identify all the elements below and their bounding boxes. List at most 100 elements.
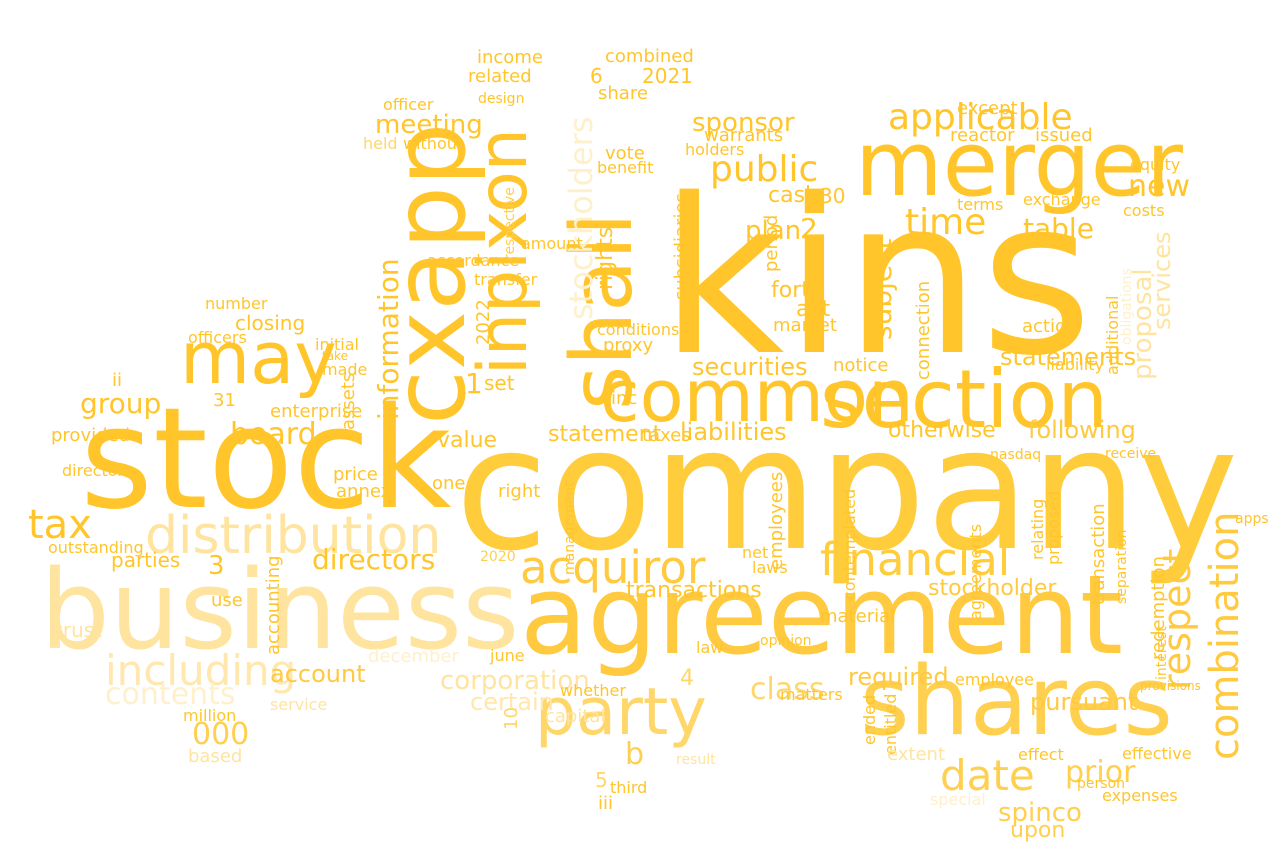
cloud-word: notice [833, 355, 889, 376]
cloud-word: conditions [597, 320, 680, 339]
cloud-word: statement [548, 422, 662, 447]
cloud-word: director [62, 461, 125, 480]
cloud-word: special [930, 790, 986, 809]
cloud-word: holders [685, 140, 745, 159]
cloud-word: new [1128, 169, 1191, 204]
cloud-word: transactions [626, 578, 762, 603]
cloud-word: liability [1046, 355, 1104, 374]
cloud-word: distribution [145, 506, 442, 566]
cloud-word: combined [605, 46, 694, 67]
cloud-word: employees [766, 471, 787, 570]
cloud-word: plan [745, 216, 802, 246]
cloud-word: stock [80, 378, 452, 541]
cloud-word: service [270, 695, 328, 714]
cloud-word: whether [560, 681, 626, 700]
cloud-word: proxy [603, 335, 654, 356]
cloud-word: agreements [966, 523, 985, 620]
cloud-word: based [188, 746, 243, 767]
cloud-word: prior [1065, 755, 1136, 790]
cloud-word: interest [1154, 626, 1170, 680]
cloud-word: provided [51, 425, 131, 446]
cloud-word: one [432, 473, 466, 494]
cloud-word: separation [1114, 529, 1130, 604]
cloud-word: price [333, 464, 378, 485]
cloud-word: financial [820, 533, 1011, 586]
cloud-word: spinco [998, 798, 1082, 828]
cloud-word: trust [55, 618, 103, 642]
cloud-word: nasdaq [990, 447, 1042, 463]
cloud-word: 6 [590, 64, 603, 88]
cloud-word: accordance [427, 251, 520, 270]
cloud-word: account [270, 660, 366, 688]
cloud-word: securities [692, 353, 808, 381]
cloud-word: common [600, 354, 914, 438]
cloud-word: terms [957, 195, 1004, 214]
cloud-word: number [205, 294, 268, 313]
cloud-word: tax [28, 502, 92, 548]
cloud-word: without [403, 134, 464, 153]
cloud-word: matters [780, 685, 843, 704]
cloud-word: required [848, 663, 949, 691]
cloud-word: issued [1035, 125, 1093, 146]
cloud-word: person [1077, 776, 1125, 792]
cloud-word: capital [545, 706, 606, 727]
cloud-word: b [625, 737, 645, 772]
cloud-word: 30 [820, 184, 846, 208]
cloud-word: effect [1018, 745, 1064, 764]
cloud-word: certain [470, 688, 554, 716]
cloud-word: apps [1235, 511, 1269, 527]
cloud-word: benefit [597, 158, 654, 177]
cloud-word: ended [860, 694, 879, 745]
cloud-word: effective [1122, 744, 1192, 763]
cloud-word: officer [383, 95, 434, 114]
cloud-word: held [363, 134, 398, 153]
cloud-word: 2 [800, 212, 818, 245]
cloud-word: annex [336, 481, 392, 502]
cloud-word: result [676, 752, 716, 768]
cloud-word: 000 [192, 717, 250, 752]
cloud-word: subject [865, 238, 898, 341]
cloud-word: ii [112, 370, 123, 391]
cloud-word: following [1028, 416, 1136, 444]
cloud-word: related [468, 66, 532, 87]
cloud-word: equity [1130, 155, 1181, 174]
cloud-word: sponsor [692, 108, 795, 138]
cloud-word: otherwise [888, 418, 996, 443]
cloud-word: cash [768, 183, 819, 208]
cloud-word: officers [188, 328, 247, 347]
cloud-word: june [490, 646, 525, 665]
cloud-word: 2021 [642, 64, 693, 88]
cloud-word: pursuant [1030, 688, 1138, 716]
cloud-word: applicable [888, 97, 1073, 138]
cloud-word: forth [771, 278, 824, 303]
cloud-word: meeting [375, 110, 483, 140]
cloud-word: net [742, 543, 769, 562]
cloud-word: 31 [213, 390, 236, 411]
cloud-word: except [957, 98, 1018, 119]
cloud-word: management [562, 481, 578, 575]
cloud-word: upon [1010, 818, 1066, 843]
cloud-word: closing [235, 311, 306, 335]
cloud-word: provisions [1140, 679, 1201, 693]
cloud-word: warrants [704, 125, 784, 146]
cloud-word: combination [1202, 511, 1248, 760]
cloud-word: iii [598, 793, 614, 814]
cloud-word: action [1022, 316, 1078, 337]
cloud-word: including [105, 646, 297, 695]
cloud-word: business [40, 546, 520, 674]
cloud-word: group [80, 387, 162, 420]
cloud-word: 5 [595, 768, 608, 792]
cloud-word: initial [315, 335, 359, 354]
cloud-word: use [211, 590, 243, 611]
cloud-word: stockholder [928, 576, 1057, 601]
cloud-word: respective [502, 187, 518, 260]
cloud-word: december [368, 646, 459, 667]
cloud-word: time [905, 202, 987, 243]
cloud-word: merger [855, 112, 1183, 217]
cloud-word: costs [1123, 201, 1165, 220]
cloud-word: public [710, 149, 819, 190]
cloud-word: date [940, 751, 1035, 800]
cloud-word: period [761, 214, 782, 272]
cloud-word: agreement [520, 551, 1124, 679]
